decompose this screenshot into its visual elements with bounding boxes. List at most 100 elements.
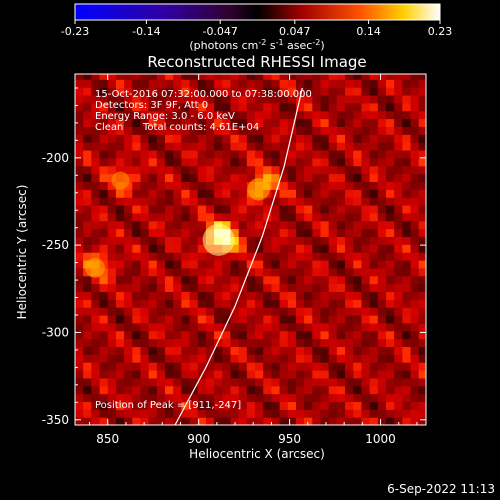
heatmap-cell: [115, 283, 125, 293]
heatmap-cell: [124, 118, 133, 127]
heatmap-cell: [99, 283, 109, 293]
heatmap-cell: [353, 330, 363, 340]
heatmap-cell: [369, 267, 379, 277]
heatmap-cell: [148, 228, 158, 238]
heatmap-cell: [402, 252, 412, 261]
heatmap-cell: [75, 322, 84, 332]
heatmap-cell: [148, 314, 158, 324]
heatmap-cell: [197, 142, 207, 151]
heatmap-cell: [369, 362, 379, 371]
heatmap-cell: [83, 157, 92, 167]
heatmap-cell: [91, 212, 101, 222]
heatmap-cell: [271, 267, 281, 277]
heatmap-cell: [230, 346, 240, 355]
heatmap-cell: [353, 173, 363, 182]
heatmap-cell: [246, 409, 256, 418]
heatmap-cell: [140, 165, 150, 175]
heatmap-cell: [115, 314, 125, 324]
heatmap-cell: [295, 314, 305, 324]
heatmap-cell: [394, 259, 403, 269]
heatmap-cell: [75, 377, 84, 387]
heatmap-cell: [91, 283, 101, 293]
heatmap-cell: [336, 244, 346, 253]
heatmap-cell: [361, 118, 371, 127]
heatmap-cell: [91, 393, 101, 403]
heatmap-cell: [181, 165, 191, 175]
heatmap-cell: [377, 275, 387, 285]
heatmap-cell: [271, 314, 281, 324]
heatmap-cell: [287, 173, 297, 182]
heatmap-cell: [83, 173, 92, 182]
heatmap-cell: [148, 236, 158, 245]
heatmap-cell: [140, 110, 150, 120]
heatmap-cell: [410, 126, 420, 135]
heatmap-cell: [75, 173, 84, 182]
heatmap-cell: [304, 189, 313, 198]
heatmap-cell: [115, 236, 125, 245]
heatmap-cell: [181, 283, 191, 293]
heatmap-cell: [304, 393, 313, 403]
heatmap-cell: [214, 369, 223, 379]
heatmap-cell: [369, 417, 379, 425]
heatmap-cell: [107, 212, 117, 222]
heatmap-cell: [336, 283, 346, 293]
heatmap-cell: [83, 102, 92, 112]
heatmap-cell: [385, 220, 395, 230]
heatmap-cell: [132, 189, 142, 198]
heatmap-cell: [173, 322, 182, 332]
heatmap-cell: [255, 322, 264, 332]
heatmap-cell: [214, 267, 223, 277]
heatmap-cell: [205, 291, 215, 300]
heatmap-cell: [336, 134, 346, 143]
heatmap-cell: [156, 417, 166, 425]
heatmap-cell: [385, 307, 395, 316]
heatmap-cell: [83, 110, 92, 120]
heatmap-cell: [205, 385, 215, 395]
heatmap-cell: [263, 204, 273, 214]
heatmap-cell: [132, 87, 142, 96]
heatmap-cell: [287, 220, 297, 230]
heatmap-cell: [156, 102, 166, 112]
heatmap-cell: [394, 134, 403, 143]
heatmap-cell: [181, 228, 191, 238]
heatmap-cell: [295, 299, 305, 308]
heatmap-cell: [91, 322, 101, 332]
heatmap-cell: [328, 165, 338, 175]
heatmap-cell: [238, 252, 248, 261]
heatmap-cell: [132, 197, 142, 206]
heatmap-cell: [304, 110, 313, 120]
heatmap-cell: [312, 118, 322, 127]
heatmap-cell: [132, 236, 142, 245]
heatmap-cell: [377, 330, 387, 340]
heatmap-cell: [279, 252, 289, 261]
heatmap-cell: [205, 377, 215, 387]
heatmap-cell: [165, 189, 174, 198]
heatmap-cell: [173, 409, 182, 418]
heatmap-cell: [312, 417, 322, 425]
heatmap-cell: [165, 417, 174, 425]
heatmap-cell: [328, 74, 338, 80]
heatmap-cell: [83, 181, 92, 190]
heatmap-cell: [238, 126, 248, 135]
heatmap-cell: [91, 291, 101, 300]
heatmap-cell: [181, 417, 191, 425]
heatmap-cell: [205, 142, 215, 151]
heatmap-cell: [75, 126, 84, 135]
heatmap-cell: [312, 330, 322, 340]
heatmap-cell: [271, 307, 281, 316]
heatmap-cell: [271, 236, 281, 245]
heatmap-cell: [410, 267, 420, 277]
heatmap-cell: [263, 220, 273, 230]
heatmap-cell: [238, 87, 248, 96]
heatmap-cell: [246, 197, 256, 206]
heatmap-cell: [205, 102, 215, 112]
heatmap-cell: [173, 173, 182, 182]
heatmap-cell: [418, 204, 426, 214]
heatmap-cell: [83, 197, 92, 206]
heatmap-cell: [418, 165, 426, 175]
heatmap-cell: [140, 94, 150, 104]
heatmap-cell: [287, 299, 297, 308]
heatmap-cell: [181, 149, 191, 159]
heatmap-cell: [255, 417, 264, 425]
heatmap-cell: [205, 126, 215, 135]
